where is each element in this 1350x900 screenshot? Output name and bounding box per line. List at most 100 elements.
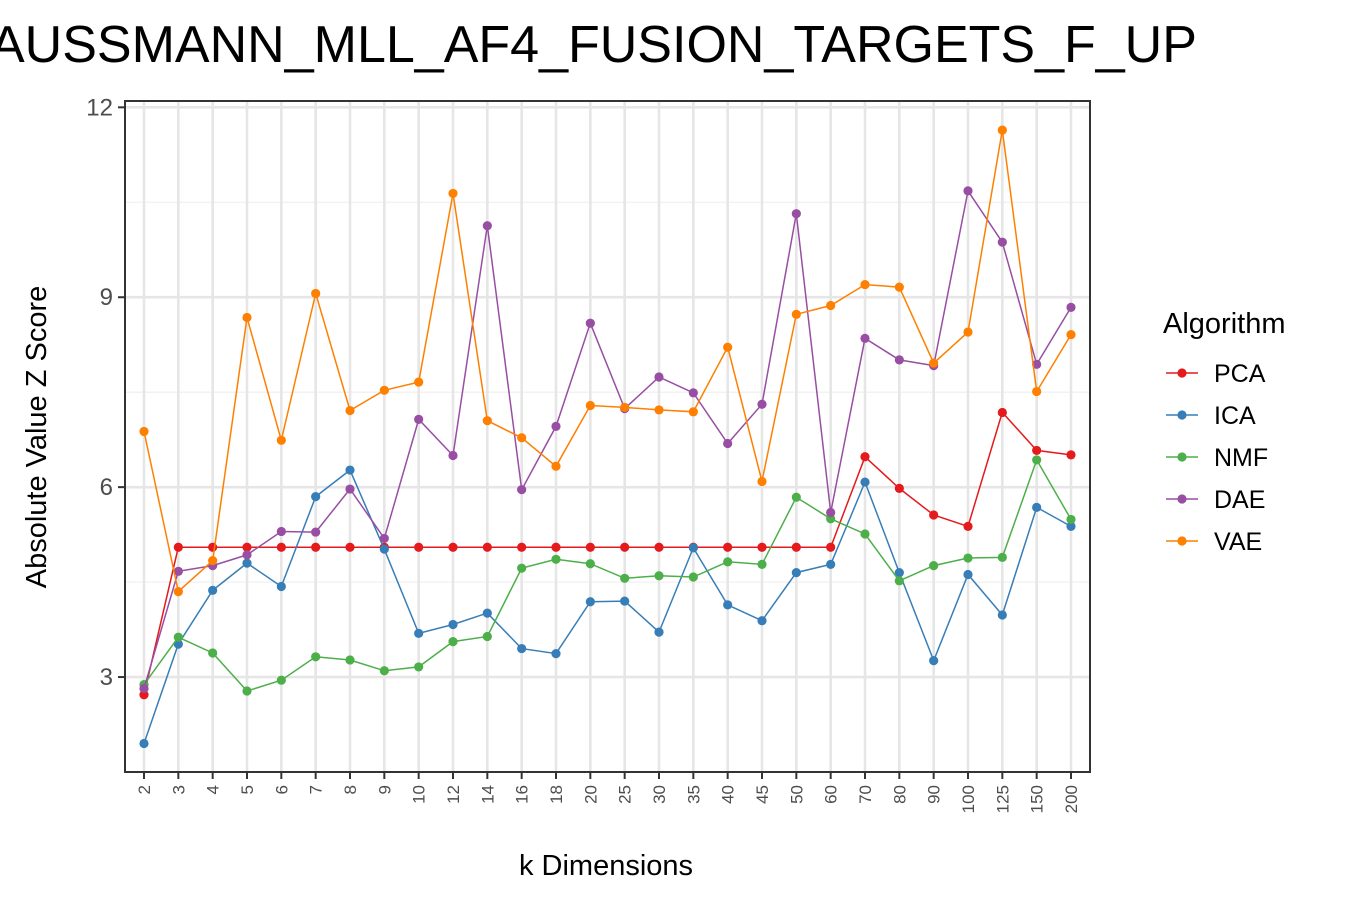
data-point xyxy=(654,372,664,382)
series-dae xyxy=(139,186,1076,694)
data-point xyxy=(791,542,801,552)
legend-label: NMF xyxy=(1214,444,1268,472)
data-point xyxy=(791,309,801,319)
data-point xyxy=(173,639,183,649)
data-point xyxy=(139,683,149,694)
data-point xyxy=(311,288,321,299)
data-point xyxy=(276,675,286,685)
x-tick-label: 9 xyxy=(375,785,394,794)
legend-label: PCA xyxy=(1214,360,1266,388)
data-point xyxy=(1032,359,1042,369)
data-point xyxy=(654,571,664,581)
data-point xyxy=(173,566,183,576)
data-point xyxy=(963,569,973,580)
series-line xyxy=(143,188,1072,689)
y-axis-title: Absolute Value Z Score xyxy=(21,286,53,589)
data-point xyxy=(757,542,767,552)
data-point xyxy=(208,648,218,658)
data-point xyxy=(688,543,698,553)
data-point xyxy=(379,533,389,544)
data-point xyxy=(208,585,218,595)
data-point xyxy=(242,542,252,552)
data-point xyxy=(448,619,458,630)
legend-title: Algorithm xyxy=(1163,308,1286,340)
data-point xyxy=(860,529,870,539)
legend-item-dae: DAE xyxy=(1166,486,1265,514)
data-point xyxy=(723,438,733,449)
y-tick-label: 9 xyxy=(100,284,113,311)
data-point xyxy=(1032,502,1042,512)
x-tick-label: 30 xyxy=(650,785,669,804)
data-point xyxy=(414,377,424,387)
y-tick-label: 6 xyxy=(100,474,113,501)
data-point xyxy=(551,542,561,552)
data-point xyxy=(517,563,527,573)
data-point xyxy=(1066,450,1076,460)
x-tick-label: 4 xyxy=(204,785,223,794)
series-line xyxy=(143,410,1072,695)
data-point xyxy=(826,507,836,518)
data-point xyxy=(654,405,664,415)
data-point xyxy=(929,655,939,666)
data-point xyxy=(929,561,939,571)
x-tick-label: 12 xyxy=(444,785,463,804)
data-point xyxy=(139,426,149,437)
x-tick-label: 100 xyxy=(959,785,978,813)
x-tick-label: 125 xyxy=(993,785,1012,813)
data-point xyxy=(585,542,595,552)
data-point xyxy=(345,465,355,475)
data-point xyxy=(345,655,355,665)
data-point xyxy=(173,632,183,642)
legend-label: DAE xyxy=(1214,486,1265,514)
x-tick-label: 25 xyxy=(616,785,635,804)
data-point xyxy=(448,542,458,552)
data-point xyxy=(791,567,801,578)
data-point xyxy=(929,510,939,520)
data-point xyxy=(448,188,458,199)
data-point xyxy=(791,492,801,502)
data-point xyxy=(482,221,492,231)
data-point xyxy=(860,279,870,290)
series-line xyxy=(143,129,1072,594)
data-point xyxy=(1066,329,1076,340)
x-tick-label: 35 xyxy=(684,785,703,804)
x-axis: 2 3 4 5 6 7 8 9 10 12 14 16 18 20 25 30 35 40 45 50 60 70 80 90… xyxy=(135,772,1081,813)
data-point xyxy=(208,542,218,552)
data-point xyxy=(688,388,698,398)
data-point xyxy=(723,342,733,352)
data-point xyxy=(860,333,870,343)
data-point xyxy=(345,542,355,552)
data-point xyxy=(517,542,527,552)
data-point xyxy=(654,627,664,637)
x-tick-label: 20 xyxy=(581,785,600,804)
data-point xyxy=(276,526,286,537)
data-point xyxy=(894,576,904,586)
legend-key-point xyxy=(1177,410,1187,420)
data-point xyxy=(242,312,252,323)
data-point xyxy=(620,596,630,606)
data-point xyxy=(963,553,973,563)
legend-key-point xyxy=(1177,368,1187,378)
data-point xyxy=(757,616,767,626)
data-point xyxy=(1032,455,1042,465)
y-axis: 3 6 9 12 xyxy=(86,94,125,691)
data-point xyxy=(963,327,973,337)
data-point xyxy=(585,400,595,411)
series-pca xyxy=(139,407,1076,700)
data-point xyxy=(723,557,733,567)
legend-item-vae: VAE xyxy=(1166,528,1262,556)
data-point xyxy=(482,416,492,426)
data-point xyxy=(963,186,973,196)
data-point xyxy=(482,542,492,552)
data-point xyxy=(139,690,149,700)
data-point xyxy=(448,636,458,647)
data-point xyxy=(894,483,904,494)
data-point xyxy=(757,476,767,487)
data-point xyxy=(551,554,561,564)
legend-item-pca: PCA xyxy=(1166,360,1266,388)
x-tick-label: 2 xyxy=(135,785,154,794)
data-point xyxy=(311,492,321,502)
data-point xyxy=(997,237,1007,247)
data-point xyxy=(963,521,973,531)
x-tick-label: 50 xyxy=(787,785,806,804)
